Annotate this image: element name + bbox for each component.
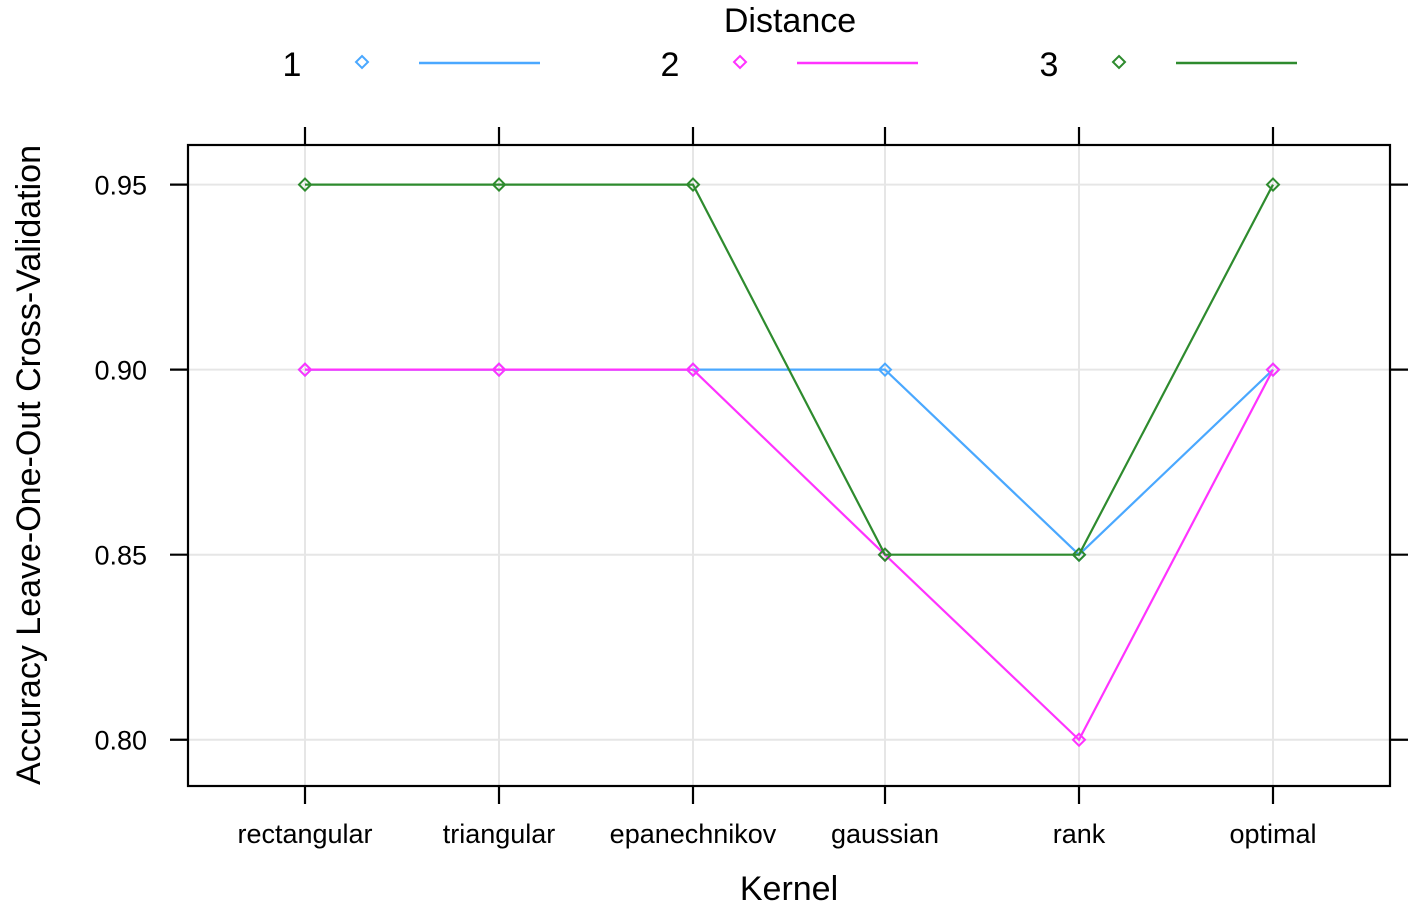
data-point bbox=[1071, 732, 1087, 748]
y-tick-label: 0.85 bbox=[94, 541, 147, 571]
plot-frame bbox=[186, 143, 1392, 788]
x-tick-label: optimal bbox=[1229, 819, 1316, 849]
y-axis-title: Accuracy Leave-One-Out Cross-Validation bbox=[10, 145, 48, 785]
legend-marker bbox=[732, 54, 748, 70]
data-point bbox=[491, 362, 507, 378]
legend-label: 2 bbox=[661, 46, 680, 84]
axes: rectangular triangular epanechnikov gaussia… bbox=[94, 127, 1408, 849]
legend-label: 1 bbox=[283, 46, 302, 84]
x-tick-label: rectangular bbox=[237, 819, 372, 849]
data-point bbox=[297, 177, 313, 193]
y-tick-label: 0.90 bbox=[94, 356, 147, 386]
series-line-3 bbox=[305, 183, 1274, 556]
y-tick-label: 0.95 bbox=[94, 171, 147, 201]
legend-item-3: 3 bbox=[1040, 46, 1297, 84]
data-point bbox=[1265, 362, 1281, 378]
data-point bbox=[685, 362, 701, 378]
x-axis-title: Kernel bbox=[740, 870, 838, 908]
legend-label: 3 bbox=[1040, 46, 1059, 84]
gridlines bbox=[188, 145, 1390, 786]
x-tick-label: gaussian bbox=[831, 819, 939, 849]
legend-marker bbox=[354, 54, 370, 70]
series-layer bbox=[297, 177, 1281, 748]
legend-item-2: 2 bbox=[661, 46, 918, 84]
legend-item-1: 1 bbox=[283, 46, 540, 84]
legend-marker bbox=[1111, 54, 1127, 70]
data-point bbox=[297, 362, 313, 378]
y-tick-label: 0.80 bbox=[94, 726, 147, 756]
data-point bbox=[491, 177, 507, 193]
x-tick-label: epanechnikov bbox=[610, 819, 777, 849]
series-line-2 bbox=[305, 368, 1274, 742]
data-point bbox=[877, 362, 893, 378]
data-point bbox=[685, 177, 701, 193]
x-tick-label: triangular bbox=[443, 819, 556, 849]
legend-title: Distance bbox=[724, 2, 856, 40]
data-point bbox=[1071, 547, 1087, 563]
legend: Distance 1 2 3 bbox=[283, 2, 1297, 84]
data-point bbox=[877, 547, 893, 563]
data-point bbox=[1265, 177, 1281, 193]
x-tick-label: rank bbox=[1053, 819, 1106, 849]
series-3 bbox=[297, 177, 1281, 563]
